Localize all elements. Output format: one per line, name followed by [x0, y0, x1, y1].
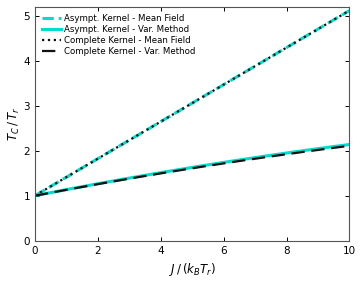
Asympt. Kernel - Var. Method: [219, 161, 223, 164]
Complete Kernel - Var. Method: [34, 194, 38, 197]
Asympt. Kernel - Var. Method: [298, 149, 302, 153]
Asympt. Kernel - Mean Field: [347, 9, 352, 12]
Asympt. Kernel - Mean Field: [298, 38, 302, 41]
Complete Kernel - Mean Field: [347, 9, 352, 12]
Complete Kernel - Mean Field: [34, 193, 38, 197]
Complete Kernel - Var. Method: [347, 144, 352, 148]
Asympt. Kernel - Var. Method: [220, 161, 224, 164]
Complete Kernel - Mean Field: [219, 84, 223, 88]
Complete Kernel - Mean Field: [220, 84, 224, 87]
Asympt. Kernel - Mean Field: [33, 194, 37, 198]
Asympt. Kernel - Var. Method: [34, 194, 38, 197]
Asympt. Kernel - Var. Method: [225, 160, 230, 164]
Asympt. Kernel - Mean Field: [34, 193, 38, 197]
Line: Asympt. Kernel - Var. Method: Asympt. Kernel - Var. Method: [35, 144, 350, 196]
Complete Kernel - Var. Method: [33, 194, 37, 198]
Complete Kernel - Mean Field: [298, 38, 302, 41]
Asympt. Kernel - Mean Field: [225, 81, 230, 84]
Complete Kernel - Var. Method: [298, 151, 302, 154]
Asympt. Kernel - Mean Field: [318, 26, 322, 30]
Legend: Asympt. Kernel - Mean Field, Asympt. Kernel - Var. Method, Complete Kernel - Mea: Asympt. Kernel - Mean Field, Asympt. Ker…: [39, 11, 198, 59]
Asympt. Kernel - Mean Field: [219, 84, 223, 88]
Asympt. Kernel - Var. Method: [347, 143, 352, 146]
Line: Complete Kernel - Var. Method: Complete Kernel - Var. Method: [35, 146, 350, 196]
Complete Kernel - Var. Method: [220, 162, 224, 165]
Asympt. Kernel - Var. Method: [318, 147, 322, 150]
Complete Kernel - Mean Field: [318, 26, 322, 30]
Asympt. Kernel - Var. Method: [33, 194, 37, 198]
Complete Kernel - Var. Method: [219, 162, 223, 166]
Y-axis label: $T_{C}\,/\,T_{r}$: $T_{C}\,/\,T_{r}$: [7, 107, 22, 141]
X-axis label: $J\,/\,(k_{B}T_{r})$: $J\,/\,(k_{B}T_{r})$: [169, 261, 216, 278]
Complete Kernel - Mean Field: [225, 81, 230, 84]
Line: Asympt. Kernel - Mean Field: Asympt. Kernel - Mean Field: [35, 11, 350, 196]
Complete Kernel - Var. Method: [225, 161, 230, 164]
Line: Complete Kernel - Mean Field: Complete Kernel - Mean Field: [35, 11, 350, 196]
Complete Kernel - Mean Field: [33, 194, 37, 198]
Complete Kernel - Var. Method: [318, 148, 322, 151]
Asympt. Kernel - Mean Field: [220, 84, 224, 87]
